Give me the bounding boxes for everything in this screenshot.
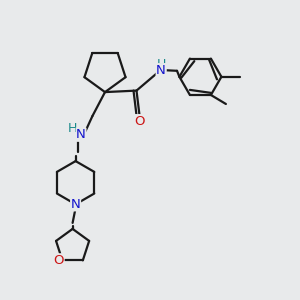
Text: O: O xyxy=(134,115,145,128)
Text: N: N xyxy=(156,64,166,77)
Text: H: H xyxy=(156,58,166,71)
Text: O: O xyxy=(53,254,64,267)
Text: N: N xyxy=(76,128,86,141)
Text: H: H xyxy=(68,122,77,135)
Text: N: N xyxy=(71,198,80,211)
